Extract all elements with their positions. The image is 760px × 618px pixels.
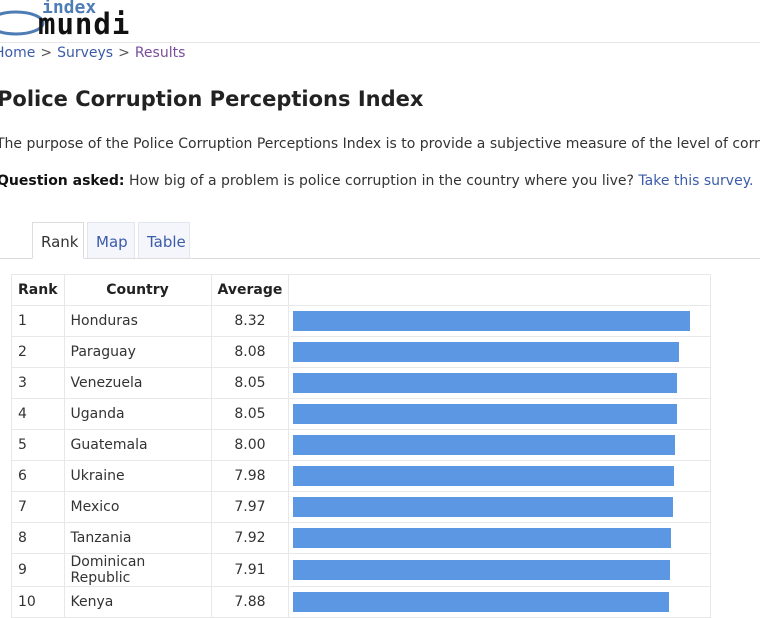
cell-bar	[288, 460, 711, 492]
average-bar	[293, 466, 675, 486]
cell-rank: 2	[11, 336, 65, 368]
cell-rank: 6	[11, 460, 65, 492]
cell-average: 7.92	[210, 522, 290, 554]
cell-bar	[288, 522, 711, 554]
cell-country: Mexico	[63, 491, 212, 523]
cell-average: 7.91	[210, 553, 290, 587]
average-bar	[293, 592, 670, 612]
average-bar	[293, 528, 672, 548]
cell-average: 7.88	[210, 586, 290, 618]
breadcrumb-home-link[interactable]: Home	[0, 45, 36, 61]
take-survey-link[interactable]: Take this survey.	[638, 173, 754, 189]
average-bar	[293, 342, 680, 362]
table-row: 5 Guatemala 8.00	[11, 429, 711, 461]
cell-bar	[288, 429, 711, 461]
cell-country: Venezuela	[63, 367, 212, 399]
cell-country: Tanzania	[63, 522, 212, 554]
table-row: 1 Honduras 8.32	[11, 305, 711, 337]
breadcrumb: Home>Surveys>Results	[0, 45, 185, 61]
cell-bar	[288, 491, 711, 523]
question-line: Question asked: How big of a problem is …	[0, 173, 753, 189]
breadcrumb-separator: >	[40, 45, 53, 61]
view-tabs: Rank Map Table	[0, 222, 760, 259]
table-row: 10 Kenya 7.88	[11, 586, 711, 618]
cell-average: 8.05	[210, 367, 290, 399]
cell-bar	[288, 305, 711, 337]
cell-country: Honduras	[63, 305, 212, 337]
header-bar	[288, 274, 711, 306]
cell-average: 8.00	[210, 429, 290, 461]
logo-text-index[interactable]: index	[42, 0, 97, 18]
cell-country: Uganda	[63, 398, 212, 430]
cell-average: 8.32	[210, 305, 290, 337]
cell-rank: 5	[11, 429, 65, 461]
cell-rank: 10	[11, 586, 65, 618]
tab-table[interactable]: Table	[138, 222, 190, 258]
site-header: index mundi	[0, 0, 760, 43]
cell-rank: 8	[11, 522, 65, 554]
cell-average: 8.08	[210, 336, 290, 368]
cell-average: 7.98	[210, 460, 290, 492]
cell-country: Ukraine	[63, 460, 212, 492]
average-bar	[293, 404, 678, 424]
cell-rank: 9	[11, 553, 65, 587]
cell-average: 8.05	[210, 398, 290, 430]
question-text: How big of a problem is police corruptio…	[128, 173, 634, 189]
cell-country: Dominican Republic	[63, 553, 212, 587]
rank-table-body: 1 Honduras 8.32 2 Paraguay 8.08 3 Venezuela 8.05…	[11, 305, 711, 618]
cell-average: 7.97	[210, 491, 290, 523]
logo-text-mundi[interactable]: mundi	[38, 7, 131, 41]
intro-paragraph: The purpose of the Police Corruption Per…	[0, 136, 760, 152]
breadcrumb-results-link[interactable]: Results	[134, 45, 186, 61]
header-country: Country	[63, 274, 212, 306]
cell-rank: 1	[11, 305, 65, 337]
cell-country: Guatemala	[63, 429, 212, 461]
cell-bar	[288, 553, 711, 587]
table-row: 7 Mexico 7.97	[11, 491, 711, 523]
table-row: 2 Paraguay 8.08	[11, 336, 711, 368]
cell-bar	[288, 398, 711, 430]
cell-country: Kenya	[63, 586, 212, 618]
cell-bar	[288, 586, 711, 618]
page-title: Police Corruption Perceptions Index	[0, 87, 424, 111]
tab-map[interactable]: Map	[87, 222, 135, 258]
average-bar	[293, 435, 676, 455]
cell-rank: 3	[11, 367, 65, 399]
question-label: Question asked:	[0, 173, 125, 189]
average-bar	[293, 497, 674, 517]
cell-country: Paraguay	[63, 336, 212, 368]
breadcrumb-surveys-link[interactable]: Surveys	[57, 45, 114, 61]
header-rank: Rank	[11, 274, 65, 306]
cell-bar	[288, 367, 711, 399]
rank-table: Rank Country Average 1 Honduras 8.32 2 Parag…	[11, 274, 711, 618]
cell-bar	[288, 336, 711, 368]
average-bar	[293, 311, 691, 331]
table-header-row: Rank Country Average	[11, 274, 711, 306]
average-bar	[293, 373, 678, 393]
table-row: 3 Venezuela 8.05	[11, 367, 711, 399]
cell-rank: 7	[11, 491, 65, 523]
tab-rank[interactable]: Rank	[32, 222, 84, 259]
table-row: 4 Uganda 8.05	[11, 398, 711, 430]
table-row: 8 Tanzania 7.92	[11, 522, 711, 554]
logo-swirl-icon	[0, 10, 45, 36]
breadcrumb-separator: >	[118, 45, 130, 61]
cell-rank: 4	[11, 398, 65, 430]
table-row: 9 Dominican Republic 7.91	[11, 553, 711, 587]
average-bar	[293, 560, 671, 580]
table-row: 6 Ukraine 7.98	[11, 460, 711, 492]
header-average: Average	[210, 274, 290, 306]
